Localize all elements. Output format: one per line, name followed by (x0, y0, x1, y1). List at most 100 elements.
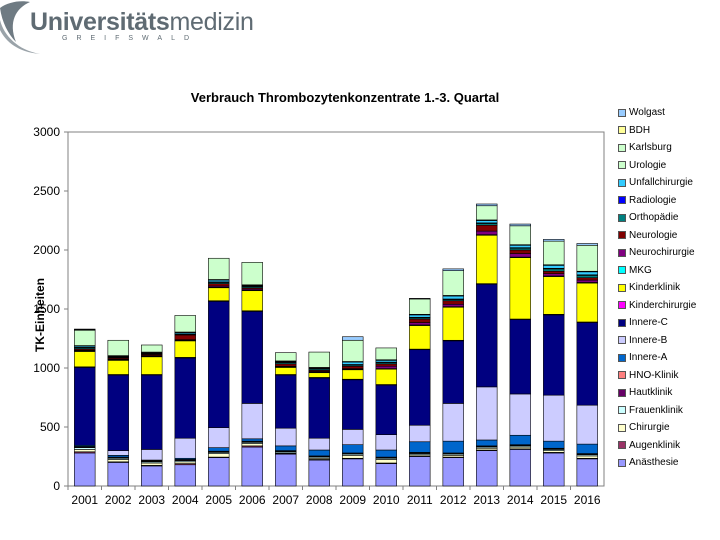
legend-item: Orthopädie (618, 209, 718, 227)
bar-segment (476, 220, 498, 224)
bar-segment (308, 372, 330, 378)
bar-segment (375, 449, 397, 458)
bar-segment (241, 290, 263, 312)
x-tick-label: 2016 (574, 493, 601, 507)
legend-item: Hautklinik (618, 384, 718, 402)
y-tick-label: 2500 (33, 184, 60, 198)
bar-segment (241, 262, 263, 286)
bar-segment (543, 273, 565, 277)
bar-segment (409, 325, 431, 350)
x-tick-label: 2010 (373, 493, 400, 507)
bar-segment (543, 239, 565, 242)
bar-segment (342, 369, 364, 380)
legend-label: Urologie (629, 159, 667, 171)
legend-item: Innere-C (618, 314, 718, 332)
legend-item: Frauenklinik (618, 402, 718, 420)
x-tick-label: 2002 (105, 493, 132, 507)
bar-segment (409, 298, 431, 300)
bar-segment (476, 230, 498, 235)
y-tick-label: 500 (40, 420, 60, 434)
bar-segment (509, 249, 531, 254)
bar-segment (275, 453, 297, 487)
bar-segment (241, 446, 263, 487)
bar-segment (442, 457, 464, 487)
bar-segment (476, 205, 498, 221)
bar-segment (576, 404, 598, 445)
legend-label: Chirurgie (629, 422, 670, 434)
bar-segment (141, 462, 163, 466)
legend-label: Augenklinik (629, 439, 681, 451)
bar-segment (375, 363, 397, 367)
x-tick-label: 2005 (205, 493, 232, 507)
legend-item: Radiologie (618, 192, 718, 210)
bar-segment (543, 270, 565, 274)
bar-segment (107, 360, 129, 375)
bar-segment (107, 450, 129, 456)
bar-segment (342, 365, 364, 369)
bar-segment (342, 458, 364, 487)
bar-segment (308, 459, 330, 487)
bar-segment (107, 459, 129, 463)
chart-title: Verbrauch Thrombozytenkonzentrate 1.-3. … (190, 90, 500, 105)
legend-label: Kinderchirurgie (629, 299, 697, 311)
legend-label: HNO-Klinik (629, 369, 679, 381)
legend-label: Innere-C (629, 317, 668, 329)
bar-segment (409, 441, 431, 453)
bar-segment (342, 336, 364, 341)
bar-segment (442, 295, 464, 300)
bar-segment (409, 322, 431, 326)
legend-label: Unfallchirurgie (629, 177, 693, 189)
legend-label: Orthopädie (629, 212, 679, 224)
bar-segment (241, 403, 263, 440)
bar-segment (509, 393, 531, 436)
y-tick-label: 2000 (33, 243, 60, 257)
bar-segment (208, 301, 230, 428)
x-tick-label: 2015 (540, 493, 567, 507)
bar-segment (107, 462, 129, 487)
bar-segment (442, 303, 464, 307)
bar-segment (308, 437, 330, 451)
bar-segment (174, 464, 196, 487)
bar-segment (375, 368, 397, 385)
bar-segment (442, 306, 464, 341)
bar-segment (509, 253, 531, 258)
legend-label: MKG (629, 264, 652, 276)
bar-segment (74, 329, 96, 346)
bar-segment (375, 463, 397, 487)
legend-item: Innere-B (618, 332, 718, 350)
bar-segment (241, 311, 263, 404)
bar-segment (576, 458, 598, 487)
legend-swatch (618, 353, 626, 362)
legend-swatch (618, 318, 626, 327)
bar-segment (442, 340, 464, 404)
x-tick-label: 2012 (440, 493, 467, 507)
bar-segment (208, 427, 230, 448)
bar-segment (576, 443, 598, 454)
legend-swatch (618, 196, 626, 205)
legend-item: Neurologie (618, 227, 718, 245)
bar-segment (509, 225, 531, 245)
x-tick-label: 2008 (306, 493, 333, 507)
legend-item: Kinderchirurgie (618, 297, 718, 315)
legend-swatch (618, 248, 626, 257)
legend-item: MKG (618, 262, 718, 280)
legend-swatch (618, 441, 626, 450)
bar-segment (509, 449, 531, 487)
y-tick-label: 3000 (33, 125, 60, 139)
legend-label: Wolgast (629, 107, 665, 119)
bar-segment (174, 437, 196, 459)
bar-segment (342, 429, 364, 445)
legend-label: Innere-A (629, 352, 668, 364)
bar-segment (476, 439, 498, 447)
legend-label: Neurochirurgie (629, 247, 695, 259)
legend-swatch (618, 423, 626, 432)
bar-segment (275, 374, 297, 429)
bar-segment (442, 440, 464, 454)
bar-segment (107, 339, 129, 356)
legend-swatch (618, 388, 626, 397)
legend-label: Kinderklinik (629, 282, 681, 294)
legend-item: Wolgast (618, 104, 718, 122)
x-tick-label: 2006 (239, 493, 266, 507)
bar-segment (576, 282, 598, 323)
